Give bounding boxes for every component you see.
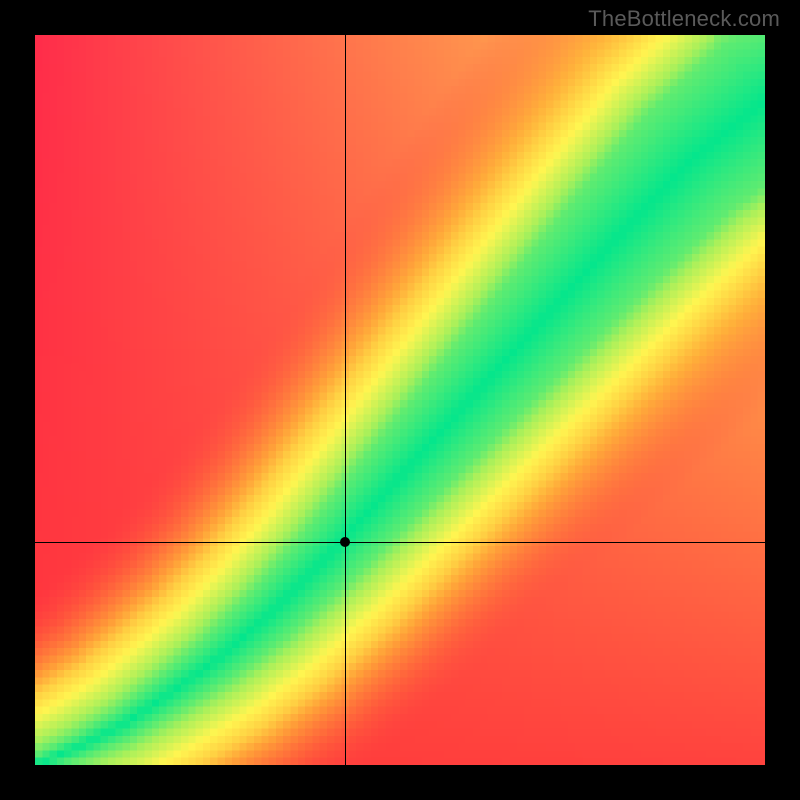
crosshair-horizontal xyxy=(35,542,765,543)
crosshair-vertical xyxy=(345,35,346,765)
point-marker xyxy=(340,537,350,547)
chart-container: TheBottleneck.com xyxy=(0,0,800,800)
watermark-text: TheBottleneck.com xyxy=(588,6,780,32)
plot-frame xyxy=(35,35,765,765)
heatmap-canvas xyxy=(35,35,765,765)
